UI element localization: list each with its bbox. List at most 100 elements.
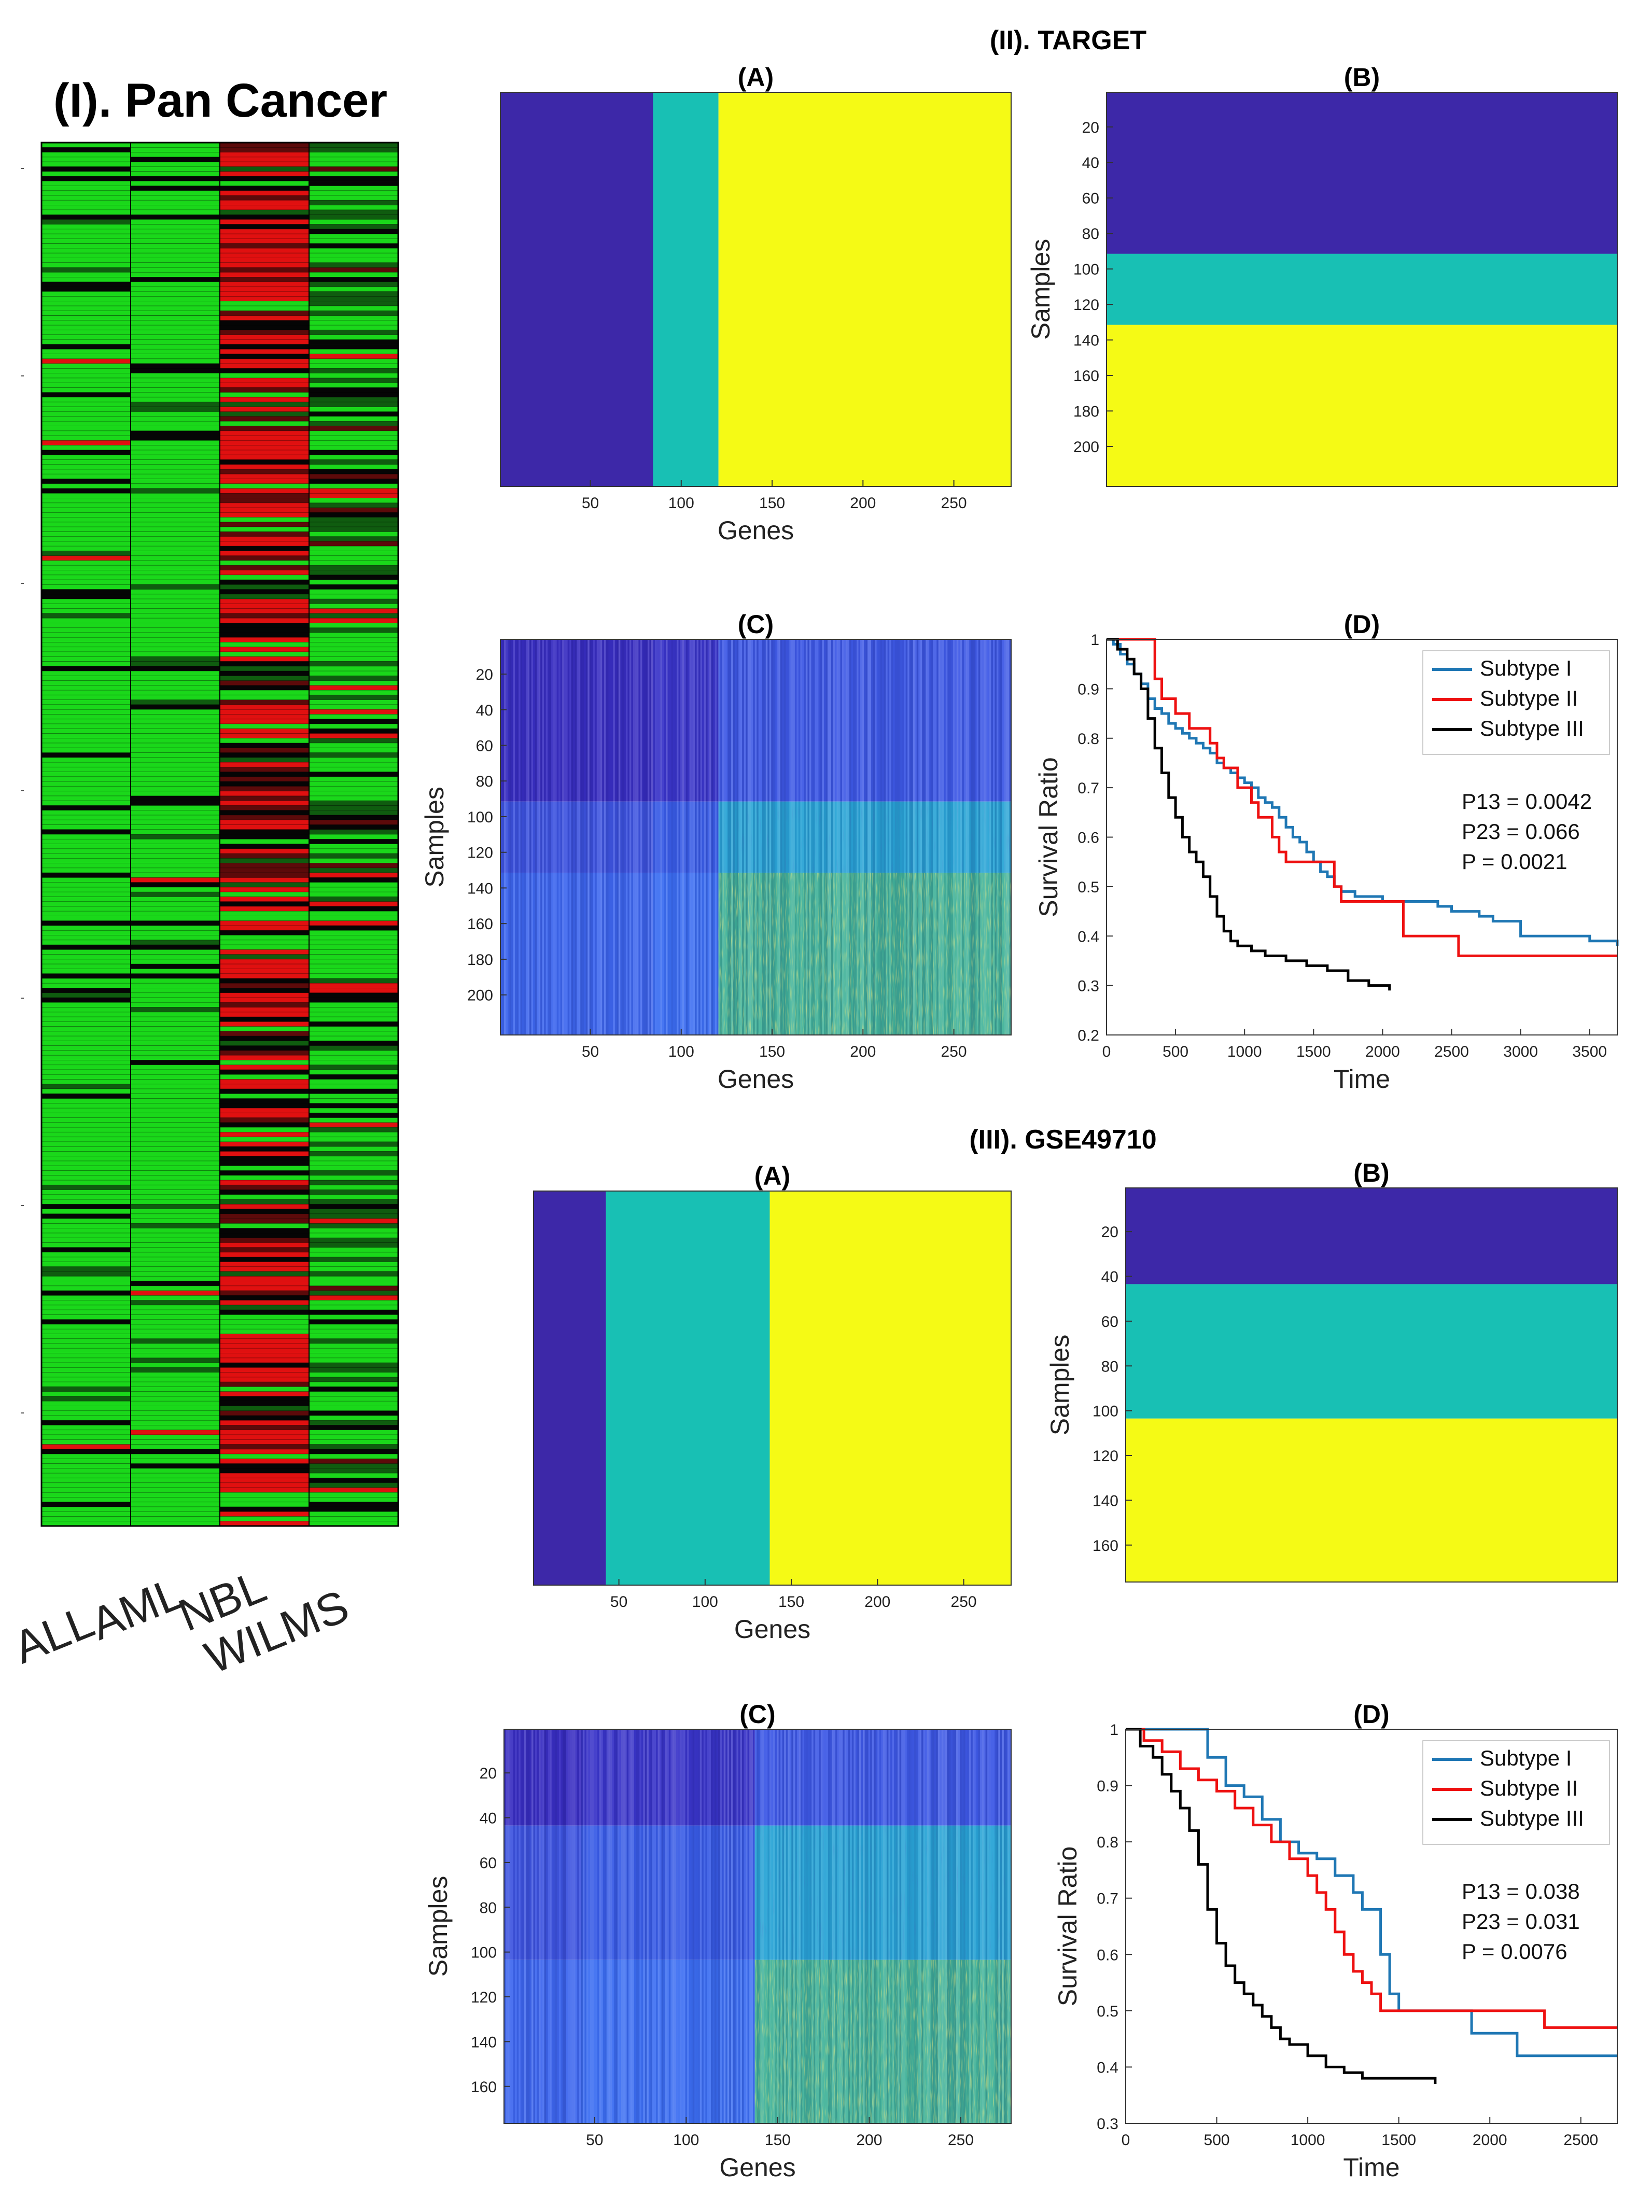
gse_C-gene-column: [595, 1729, 598, 2123]
pan-cell-nbl: [220, 1017, 309, 1022]
pan-cell-nbl: [220, 892, 309, 897]
pan-cell-wilms: [309, 666, 398, 671]
gse_C-block: [504, 1825, 581, 1960]
pan-cell-all: [41, 200, 131, 205]
gse_C-gene-column: [630, 1729, 633, 2123]
pan-cell-all: [41, 637, 131, 642]
pan-cell-all: [41, 157, 131, 162]
pan-cell-all: [41, 767, 131, 772]
pan-cell-wilms: [309, 997, 398, 1003]
gse_D-xtick-label: 2000: [1473, 2132, 1507, 2149]
pan-cell-nbl: [220, 517, 309, 523]
pan-cell-aml: [131, 450, 220, 455]
pan-cell-all: [41, 632, 131, 638]
pan-cell-nbl: [220, 1031, 309, 1037]
pan-cell-all: [41, 330, 131, 335]
pan-cell-nbl: [220, 262, 309, 268]
pan-cell-all: [41, 1098, 131, 1104]
pan-cell-aml: [131, 373, 220, 379]
pan-cell-all: [41, 801, 131, 806]
pan-cell-wilms: [309, 474, 398, 479]
pan-cell-nbl: [220, 407, 309, 412]
pan-cell-all: [41, 988, 131, 993]
pan-cell-nbl: [220, 253, 309, 258]
pan-cell-nbl: [220, 1396, 309, 1402]
gse_C-gene-column: [617, 1729, 620, 2123]
pan-cell-aml: [131, 1300, 220, 1306]
pan-cell-all: [41, 1329, 131, 1334]
target_C-gene-column: [638, 639, 640, 1035]
gse_D-xlabel: Time: [1343, 2153, 1399, 2182]
gse_B-ytick-label: 120: [1093, 1448, 1118, 1465]
pan-cell-all: [41, 671, 131, 676]
target_D-ytick-label: 0.7: [1077, 780, 1099, 797]
pan-cell-nbl: [220, 772, 309, 777]
pan-cell-nbl: [220, 1324, 309, 1329]
pan-cell-all: [41, 305, 131, 311]
target_C-xtick-label: 50: [582, 1043, 599, 1060]
pan-cell-wilms: [309, 926, 398, 931]
pan-cell-nbl: [220, 421, 309, 426]
pan-cell-wilms: [309, 1391, 398, 1397]
target_C-gene-column: [519, 639, 521, 1035]
pan-cell-all: [41, 757, 131, 763]
pan-cell-nbl: [220, 795, 309, 801]
pan-cell-nbl: [220, 344, 309, 349]
pan-cell-nbl: [220, 1444, 309, 1450]
pan-cell-aml: [131, 920, 220, 926]
pan-cell-all: [41, 1228, 131, 1234]
pan-cell-nbl: [220, 853, 309, 859]
gse_D-pvalue-3: P = 0.0076: [1462, 1939, 1567, 1964]
pan-cell-all: [41, 1348, 131, 1353]
target_C-gene-column: [711, 639, 713, 1035]
pan-cell-aml: [131, 916, 220, 921]
pan-cell-nbl: [220, 430, 309, 436]
pan-cell-nbl: [220, 858, 309, 863]
pan-cell-all: [41, 1401, 131, 1406]
pan-cell-wilms: [309, 729, 398, 734]
pan-cell-wilms: [309, 589, 398, 595]
pan-cell-nbl: [220, 330, 309, 335]
pan-cell-aml: [131, 1017, 220, 1022]
pan-cell-all: [41, 436, 131, 441]
pan-cell-nbl: [220, 873, 309, 878]
pan-cell-all: [41, 1425, 131, 1431]
gse_C-gene-column: [544, 1729, 547, 2123]
pan-cell-aml: [131, 267, 220, 273]
pan-cell-aml: [131, 781, 220, 787]
target_C-gene-column: [696, 639, 699, 1035]
pan-cell-all: [41, 594, 131, 599]
pan-cell-all: [41, 1069, 131, 1075]
pan-cell-all: [41, 949, 131, 955]
target_C-block: [500, 801, 653, 873]
pan-cell-wilms: [309, 368, 398, 373]
pan-cell-all: [41, 911, 131, 916]
pan-cell-wilms: [309, 949, 398, 955]
gse_C-gene-column: [660, 1729, 662, 2123]
pan-cell-all: [41, 459, 131, 465]
target_C-xtick-label: 150: [759, 1043, 785, 1060]
pan-cell-all: [41, 1151, 131, 1156]
pan-cell-all: [41, 1266, 131, 1272]
target_D-ytick-label: 0.4: [1077, 928, 1099, 945]
target_A-xtick-label: 200: [850, 495, 876, 512]
pan-cell-all: [41, 748, 131, 753]
target_C-block: [653, 873, 719, 1035]
pan-cell-aml: [131, 575, 220, 580]
target_C-gene-column: [695, 639, 697, 1035]
target_C-gene-column: [537, 639, 539, 1035]
pan-cell-all: [41, 666, 131, 671]
pan-cell-all: [41, 575, 131, 580]
target_C-gene-column: [611, 639, 613, 1035]
pan-cell-all: [41, 392, 131, 398]
pan-cell-wilms: [309, 897, 398, 902]
target_C-gene-column: [629, 639, 632, 1035]
pan-cell-nbl: [220, 1094, 309, 1099]
pan-cell-wilms: [309, 709, 398, 715]
pan-cell-aml: [131, 1252, 220, 1257]
gse_C-gene-column: [691, 1729, 693, 2123]
pan-cell-nbl: [220, 243, 309, 249]
pan-cell-aml: [131, 1459, 220, 1464]
pan-cell-nbl: [220, 1055, 309, 1060]
